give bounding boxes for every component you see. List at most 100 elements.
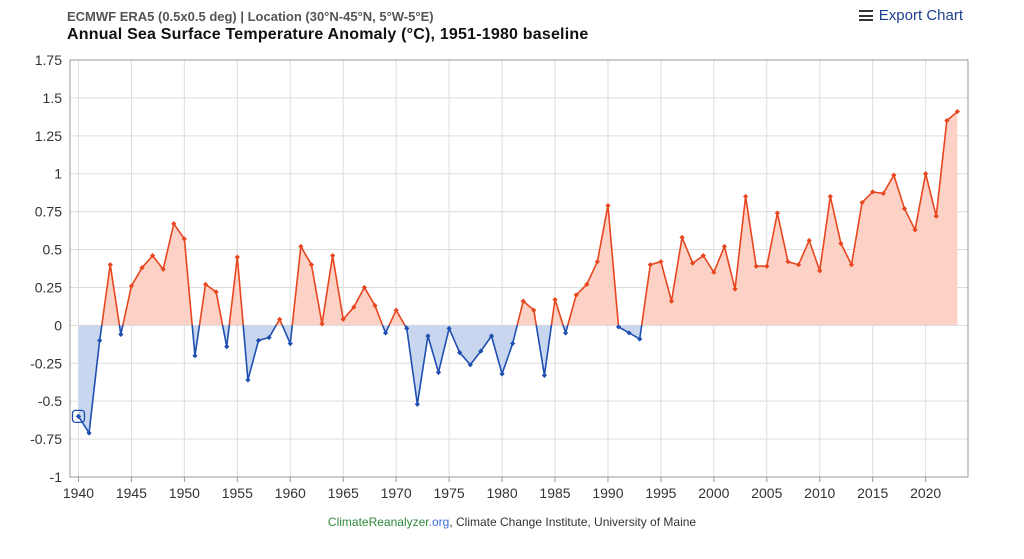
x-tick-label: 1970 — [381, 485, 412, 501]
data-point — [266, 334, 272, 341]
highlighted-point-marker — [71, 409, 86, 423]
data-point — [531, 307, 537, 313]
data-point — [467, 362, 473, 368]
x-tick-label: 2005 — [751, 485, 782, 501]
data-point — [859, 199, 865, 206]
data-point — [827, 193, 833, 200]
data-point — [425, 333, 431, 339]
data-point — [149, 253, 156, 259]
data-point — [573, 292, 579, 298]
y-tick-label: 0.75 — [35, 204, 62, 220]
data-point — [128, 283, 135, 289]
data-point — [372, 303, 378, 309]
data-point — [351, 304, 357, 310]
x-tick-label: 1995 — [645, 485, 676, 501]
positive-anomaly-line — [101, 110, 958, 325]
data-point — [732, 286, 738, 292]
export-chart-button[interactable]: Export Chart — [858, 7, 963, 24]
data-point — [700, 253, 706, 259]
data-point — [743, 193, 749, 200]
credit-tld: .org — [428, 515, 450, 529]
data-point — [446, 325, 452, 331]
negative-anomaly-line — [77, 325, 643, 436]
data-point — [774, 210, 780, 216]
chart-subtitle: ECMWF ERA5 (0.5x0.5 deg) | Location (30°… — [67, 9, 434, 24]
data-point — [690, 260, 696, 266]
data-point — [457, 350, 463, 356]
x-tick-label: 1965 — [328, 485, 359, 501]
x-tick-label: 1955 — [222, 485, 253, 501]
y-tick-label: -1 — [50, 469, 63, 485]
data-point — [817, 268, 823, 274]
menu-icon — [858, 10, 873, 21]
x-tick-label: 2010 — [804, 485, 835, 501]
data-point — [626, 330, 632, 336]
x-tick-label: 2020 — [910, 485, 941, 501]
chart-title: Annual Sea Surface Temperature Anomaly (… — [67, 26, 589, 43]
data-point — [478, 348, 484, 354]
data-point — [435, 369, 442, 375]
data-point — [923, 171, 929, 177]
data-point — [753, 263, 759, 269]
data-point — [594, 259, 600, 265]
y-tick-label: 1.25 — [35, 128, 62, 144]
data-point — [287, 340, 293, 347]
data-point — [97, 337, 103, 344]
x-tick-label: 2000 — [698, 485, 729, 501]
x-tick-label: 1960 — [275, 485, 306, 501]
data-point — [647, 262, 653, 268]
y-tick-label: 1.75 — [35, 52, 62, 68]
data-point — [605, 202, 611, 209]
data-point — [224, 343, 230, 350]
data-point — [510, 340, 516, 347]
y-tick-label: -0.25 — [30, 355, 62, 371]
data-point — [277, 316, 283, 322]
y-tick-label: 0 — [54, 317, 62, 333]
data-point — [658, 259, 664, 265]
data-point — [901, 206, 908, 212]
data-point — [711, 269, 717, 275]
data-point — [764, 263, 770, 269]
data-point — [393, 307, 399, 313]
data-point — [870, 189, 876, 195]
x-tick-label: 1980 — [486, 485, 517, 501]
y-tick-label: 0.5 — [43, 242, 63, 258]
data-point — [234, 254, 240, 260]
data-point — [192, 353, 198, 359]
data-point — [382, 330, 389, 336]
data-point — [795, 262, 802, 268]
export-chart-label: Export Chart — [878, 7, 963, 24]
x-tick-label: 1950 — [169, 485, 200, 501]
data-point — [785, 259, 791, 265]
data-point — [86, 430, 92, 436]
x-tick-label: 1940 — [63, 485, 94, 501]
data-point — [806, 237, 812, 244]
data-point — [552, 296, 558, 303]
data-point — [308, 262, 315, 268]
positive-anomaly-area — [101, 111, 958, 325]
data-point — [118, 331, 124, 338]
chart-plot: 1.75 1.5 1.25 1 0.75 0.5 0.25 0 -0.25 -0.5 -0.75 -1… — [30, 52, 969, 501]
data-point — [171, 221, 177, 227]
data-point — [562, 330, 569, 336]
data-point — [891, 172, 897, 178]
data-point — [361, 284, 367, 291]
data-point — [255, 337, 262, 344]
data-point — [954, 108, 961, 115]
plot-frame — [69, 59, 969, 478]
data-point — [933, 213, 939, 219]
data-point — [160, 266, 166, 272]
y-tick-label: 1.5 — [43, 90, 63, 106]
data-point — [181, 236, 187, 242]
data-point — [213, 289, 219, 295]
y-tick-label: -0.75 — [30, 431, 62, 447]
data-point — [520, 298, 526, 304]
data-point — [414, 401, 420, 407]
data-point — [615, 324, 622, 330]
data-point — [584, 281, 590, 288]
data-point — [202, 281, 209, 288]
x-tick-label: 2015 — [857, 485, 888, 501]
credit-line: ClimateReanalyzer.org, Climate Change In… — [0, 515, 1024, 529]
credit-site-link[interactable]: ClimateReanalyzer — [327, 515, 429, 529]
data-point — [880, 190, 886, 197]
